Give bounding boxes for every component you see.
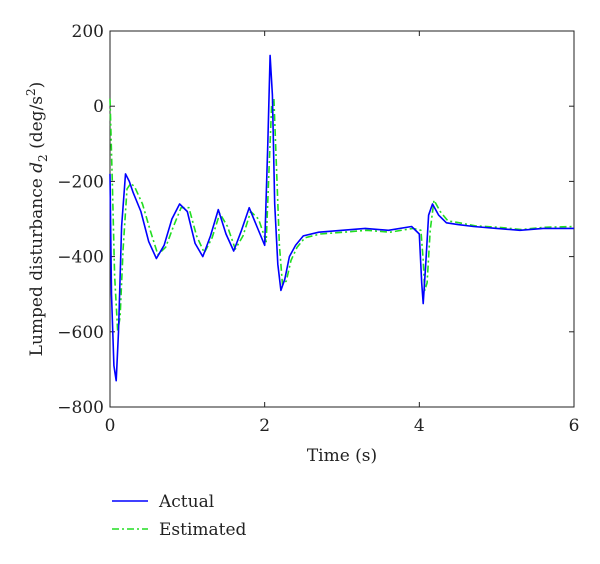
y-axis-label-unit-open: (deg/s (27, 96, 47, 154)
y-axis-label-var: d (27, 162, 47, 173)
y-tick-label: 0 (93, 97, 104, 117)
y-axis-label-unit-close: ) (27, 82, 47, 89)
y-axis-label-main: Lumped disturbance (27, 173, 47, 357)
x-tick-label: 6 (569, 416, 580, 436)
y-tick-label: −600 (57, 323, 104, 343)
y-axis-label-unit-sup: 2 (24, 88, 38, 96)
legend-label-estimated: Estimated (159, 520, 247, 540)
x-axis-label: Time (s) (307, 446, 377, 466)
x-tick-label: 4 (414, 416, 425, 436)
series-line-actual (109, 54, 574, 382)
x-tick-label: 2 (259, 416, 270, 436)
y-tick-label: 200 (72, 22, 104, 42)
y-tick-label: −200 (57, 172, 104, 192)
plot-frame (109, 30, 575, 408)
y-axis-label: Lumped disturbance d2 (deg/s2) (24, 82, 50, 357)
x-tick-label: 0 (105, 416, 116, 436)
y-axis-label-sub: 2 (36, 154, 50, 162)
ticks-layer: 0 2 4 6 200 0 −200 −400 −600 −800 (57, 22, 579, 436)
series-layer (109, 54, 575, 382)
y-tick-label: −800 (57, 398, 104, 418)
series-line-estimated (109, 97, 575, 333)
legend: Actual Estimated (112, 492, 247, 540)
legend-label-actual: Actual (158, 492, 214, 512)
y-tick-label: −400 (57, 248, 104, 268)
